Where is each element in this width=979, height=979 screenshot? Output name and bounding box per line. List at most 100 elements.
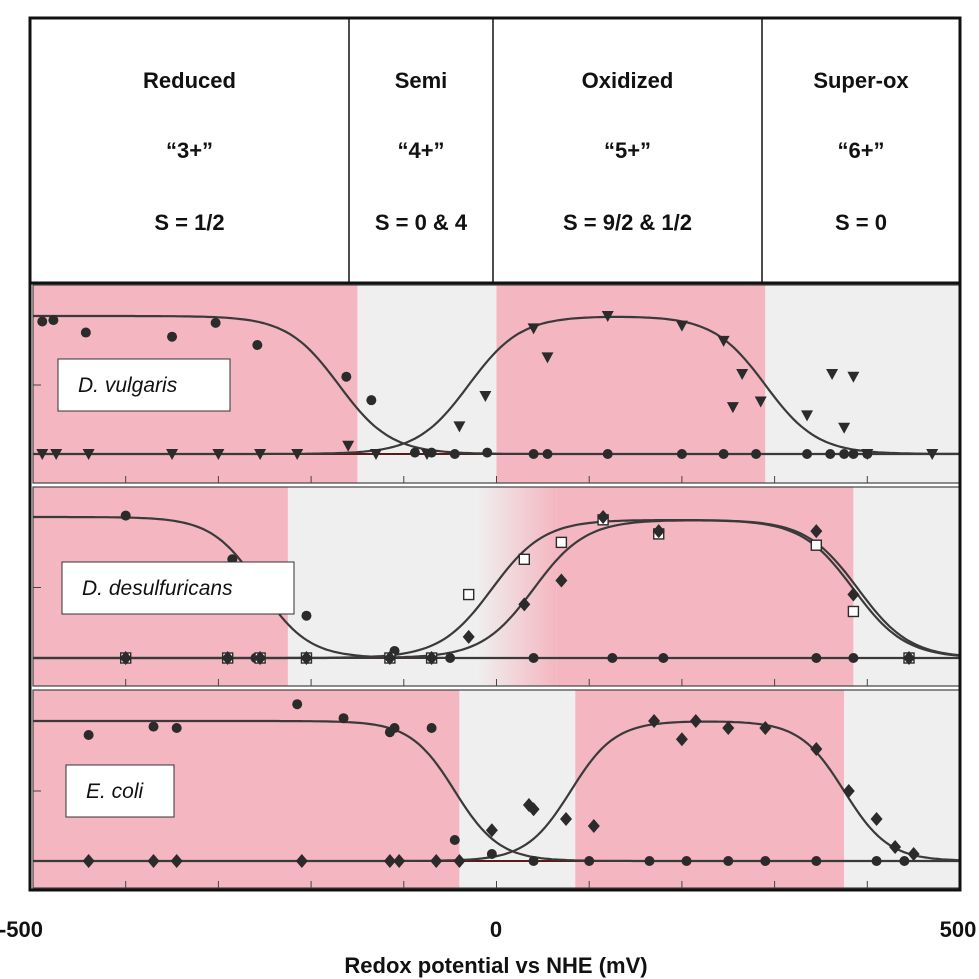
species-label: D. vulgaris — [78, 374, 178, 397]
state-spin: S = 0 & 4 — [375, 210, 468, 235]
data-point-circle — [528, 449, 539, 459]
data-point-circle — [338, 713, 349, 724]
data-point-diamond — [254, 651, 267, 665]
data-point-circle — [80, 327, 91, 338]
data-point-triangle — [291, 449, 304, 460]
data-point-circle — [37, 316, 48, 327]
data-point-diamond — [518, 597, 531, 612]
data-point-diamond — [889, 840, 902, 854]
figure-frame — [28, 16, 962, 892]
data-point-circle — [848, 653, 859, 663]
species-label-box — [65, 764, 175, 818]
state-name: Reduced — [143, 68, 236, 93]
data-point-diamond — [652, 524, 665, 539]
species-label-box — [61, 561, 295, 615]
data-point-triangle — [601, 311, 614, 322]
data-point-diamond — [689, 714, 702, 728]
state-name: Super-ox — [813, 68, 909, 93]
region-band — [459, 690, 576, 888]
data-point-circle — [760, 856, 771, 866]
state-charge: “5+” — [604, 138, 651, 163]
data-point-circle — [210, 317, 221, 328]
data-point-circle — [839, 449, 850, 459]
data-point-circle — [48, 315, 59, 326]
data-point-circle — [482, 447, 493, 458]
data-point-circle — [825, 449, 836, 459]
data-point-diamond — [597, 510, 610, 524]
state-name: Semi — [395, 68, 448, 93]
data-point-triangle — [453, 421, 466, 433]
data-point-diamond — [453, 854, 466, 868]
data-point-circle — [584, 856, 595, 866]
data-point-circle — [301, 610, 312, 621]
data-point-diamond — [393, 854, 406, 868]
data-point-circle — [871, 856, 882, 866]
data-point-diamond — [462, 629, 475, 644]
panel-2: E. coli — [32, 689, 961, 889]
data-point-triangle — [254, 449, 267, 460]
species-label-box — [57, 358, 231, 412]
data-point-diamond — [527, 802, 540, 817]
data-point-circle — [811, 856, 822, 866]
x-tick-label: 500 — [940, 917, 977, 942]
data-point-diamond — [170, 854, 183, 868]
data-point-square — [462, 588, 475, 601]
species-label: D. desulfuricans — [82, 577, 233, 600]
data-point-diamond — [810, 524, 823, 539]
data-point-circle — [607, 653, 618, 663]
data-point-diamond — [430, 854, 443, 868]
x-axis-label: Redox potential vs NHE (mV) — [344, 953, 647, 978]
data-point-circle — [658, 653, 669, 663]
data-point-triangle — [82, 449, 95, 460]
data-point-circle — [811, 653, 822, 663]
panel-1: D. desulfuricans — [32, 486, 961, 687]
data-point-diamond — [587, 819, 600, 833]
data-point-circle — [751, 449, 762, 459]
state-charge: “4+” — [397, 138, 444, 163]
state-spin: S = 9/2 & 1/2 — [563, 210, 692, 235]
data-point-diamond — [648, 714, 661, 728]
x-tick-label: -500 — [0, 917, 43, 942]
data-point-triangle — [420, 449, 433, 460]
data-point-triangle — [36, 449, 49, 460]
data-point-diamond — [722, 721, 735, 735]
data-point-diamond — [147, 854, 160, 868]
data-point-circle — [366, 395, 377, 406]
data-point-diamond — [555, 573, 568, 588]
fit-curve — [33, 315, 960, 456]
panel-0: D. vulgaris — [32, 284, 961, 484]
data-point-diamond — [560, 812, 573, 826]
state-spin: S = 1/2 — [154, 210, 224, 235]
data-point-diamond — [842, 784, 855, 798]
data-point-circle — [602, 449, 613, 459]
data-point-circle — [426, 723, 437, 733]
data-point-diamond — [903, 651, 916, 665]
data-point-triangle — [826, 368, 839, 380]
data-point-circle — [449, 449, 460, 459]
data-point-circle — [542, 449, 553, 459]
data-point-circle — [681, 856, 692, 866]
data-point-triangle — [801, 410, 814, 422]
data-point-triangle — [754, 396, 767, 408]
data-point-triangle — [50, 449, 63, 460]
data-point-triangle — [926, 449, 939, 460]
data-point-triangle — [166, 449, 179, 460]
data-point-circle — [252, 339, 263, 350]
data-point-circle — [292, 699, 303, 710]
data-point-diamond — [221, 651, 234, 665]
data-point-triangle — [675, 320, 688, 332]
data-point-triangle — [342, 440, 355, 452]
state-name: Oxidized — [582, 68, 674, 93]
data-point-circle — [723, 856, 734, 866]
data-point-circle — [148, 721, 159, 732]
data-point-circle — [802, 449, 813, 459]
header-frame — [28, 16, 962, 285]
data-point-triangle — [479, 391, 492, 403]
data-point-circle — [389, 723, 400, 733]
data-point-circle — [848, 449, 859, 459]
state-spin: S = 0 — [835, 210, 887, 235]
data-point-diamond — [383, 651, 396, 665]
data-point-diamond — [119, 651, 132, 665]
data-point-triangle — [847, 371, 860, 383]
